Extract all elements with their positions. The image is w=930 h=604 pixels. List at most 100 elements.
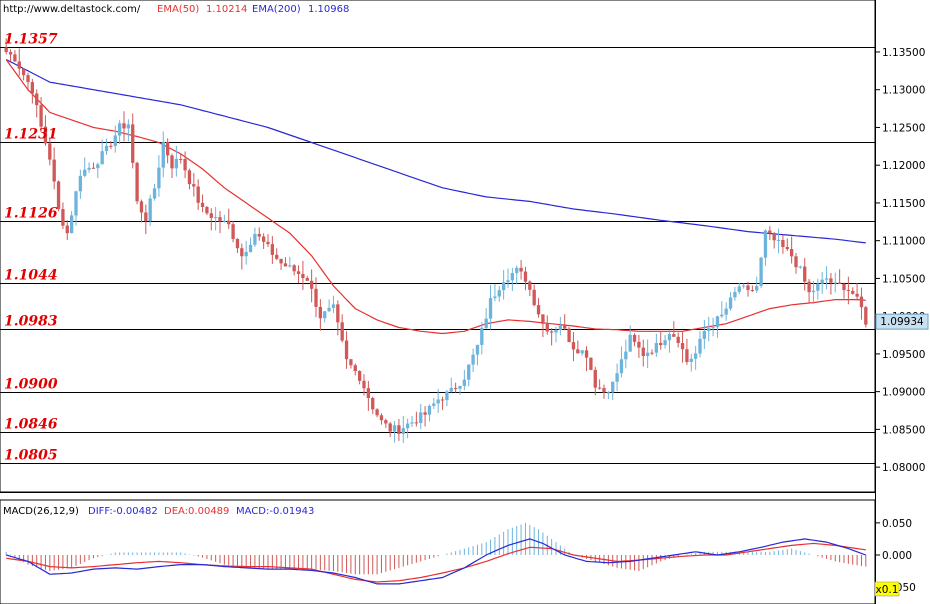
candle [637,335,641,358]
price-panel[interactable]: 1.1357 1.1231 1.1126 1.1044 1.0983 1.0900 1.08… [0,0,876,493]
candle [152,183,157,201]
candle [296,265,301,284]
candle [475,344,480,366]
candle [61,202,65,230]
candle [353,363,357,376]
diff-line [6,538,867,585]
candle [755,276,759,293]
chart-header: http://www.deltastock.com/ EMA(50) 1.102… [3,4,349,15]
candle [397,419,401,441]
candle [323,310,327,323]
ema50-line [5,59,866,335]
candle [275,248,279,261]
candle [720,301,724,318]
macd-tick-label: 0.050 [882,518,912,530]
candle [746,281,750,297]
candle [628,325,632,352]
candle [35,89,39,118]
candle [851,287,855,295]
candle [650,349,654,356]
macd-dea-value: DEA:0.00489 [164,506,229,517]
candle [301,260,305,290]
candle [654,333,659,357]
price-tick-label: 1.13500 [882,47,925,59]
candle [384,418,388,428]
candle [336,300,340,336]
candle [165,138,170,164]
candle [283,257,288,267]
candle [715,315,720,338]
candle [589,357,593,371]
candle [506,268,510,288]
candle [820,271,824,294]
candle [39,97,43,133]
candle [340,314,344,343]
candle [218,210,222,234]
candle [471,348,475,373]
candle [558,316,563,336]
level-label-5: 1.0900 [4,377,58,393]
price-tick-label: 1.12000 [882,160,925,172]
ema200-series [5,58,866,244]
macd-macd-value: MACD:-0.01943 [236,506,314,517]
candle [528,280,532,296]
candle [445,390,449,407]
candle [541,314,545,338]
candle [824,266,829,290]
level-labels: 1.1357 1.1231 1.1126 1.1044 1.0983 1.0900 1.08… [4,32,58,464]
candle [366,381,371,411]
candle [222,214,227,223]
candle [776,228,781,254]
candle [144,204,148,235]
candle [523,266,528,291]
candle [279,258,283,270]
level-label-1: 1.1231 [4,127,58,143]
ema200-line [5,58,866,244]
candle [680,331,685,363]
candle [707,316,711,342]
candle [615,363,619,392]
candle [711,317,715,337]
candle [8,49,13,62]
candle [702,319,707,350]
candle [510,267,515,291]
last-price-label: 1.09934 [880,316,924,328]
macd-panel[interactable]: MACD(26,12,9) DIFF:-0.00482 DEA:0.00489 … [0,492,916,604]
candle [576,340,580,354]
candle [619,346,624,378]
candle [449,377,453,393]
candle [209,208,213,231]
candle [750,285,755,292]
ema50-series [5,59,866,335]
candle [131,113,135,169]
candle [798,265,803,269]
candle [846,276,851,305]
candle [183,151,187,179]
candle [65,220,69,241]
level-label-7: 1.0805 [4,448,58,464]
candle [196,179,200,210]
candle [803,257,807,291]
price-axis: 1.13500 1.13000 1.12500 1.12000 1.11500 1.110… [875,0,930,604]
candle [371,396,375,415]
candle [785,238,789,252]
candle [597,379,602,390]
candle [584,346,589,372]
candle [580,350,584,356]
candle [733,287,737,301]
candlestick-series [4,38,868,443]
ema50-label: EMA(50) [157,4,199,15]
candle [497,286,501,302]
candle [724,302,728,321]
candle [200,194,205,213]
candle [501,269,506,300]
zoom-badge[interactable] [874,581,900,597]
candle [205,205,209,216]
candle [379,413,384,425]
candle [667,329,672,353]
candle [794,252,798,274]
candle [109,141,113,150]
candle [593,366,597,396]
candle [602,384,606,399]
